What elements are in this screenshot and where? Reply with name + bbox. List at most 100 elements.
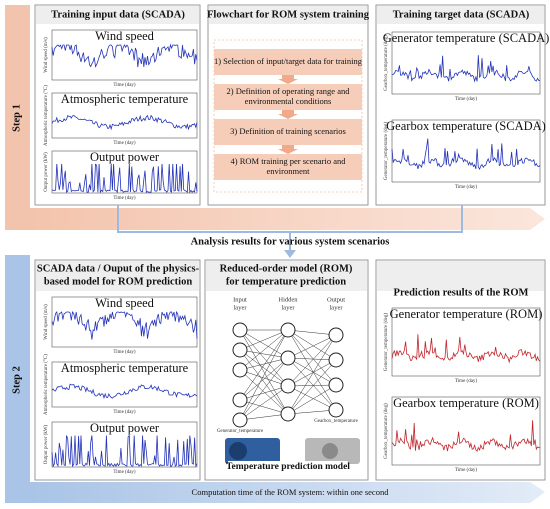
edge xyxy=(287,357,337,386)
neuron xyxy=(280,322,296,338)
chart-title-bg xyxy=(56,152,193,164)
plot-line xyxy=(51,43,198,68)
flow-arrow xyxy=(278,145,298,154)
computation-text: Computation time of the ROM system: with… xyxy=(192,487,390,497)
flow-zone xyxy=(213,39,363,193)
edge xyxy=(287,384,337,415)
machine-image xyxy=(322,443,338,459)
chart-title: Gearbox temperature (SCADA) xyxy=(386,119,546,133)
layer-label: layer xyxy=(282,304,296,311)
panel-header xyxy=(36,261,199,291)
panel-header xyxy=(206,261,367,291)
flow-arrow xyxy=(278,75,298,84)
arrow-head xyxy=(284,250,296,258)
edge xyxy=(239,357,289,421)
flow-step: 4) ROM training per scenario and xyxy=(231,156,347,166)
chart-title: Wind speed xyxy=(95,296,155,310)
edge xyxy=(239,329,289,387)
chart-title-bg xyxy=(56,423,193,435)
neuron xyxy=(280,406,296,422)
flow-box xyxy=(214,84,362,110)
step-label: Step 2 xyxy=(11,366,22,394)
plot-line xyxy=(391,334,541,364)
panel-title: Training input data (SCADA) xyxy=(51,9,185,20)
flow-step: 2) Definition of operating range and xyxy=(227,86,351,96)
flow-arrow xyxy=(278,110,298,119)
flow-step: 1) Selection of input/target data for tr… xyxy=(214,56,363,66)
neuron xyxy=(328,377,344,393)
panel-header xyxy=(209,6,367,24)
plot-line xyxy=(391,420,541,452)
neuron xyxy=(280,350,296,366)
chart-title: Output power xyxy=(90,421,160,435)
edge xyxy=(287,384,337,387)
edge xyxy=(239,329,289,401)
panel-header xyxy=(377,261,544,291)
edge xyxy=(239,357,289,401)
edge xyxy=(239,413,289,421)
flow-step: environmental conditions xyxy=(245,96,332,106)
edge xyxy=(239,349,289,415)
edge xyxy=(239,329,289,371)
step-band xyxy=(5,5,30,230)
edge xyxy=(239,357,289,371)
axis-label: Output power (kW) xyxy=(44,152,49,192)
edge xyxy=(287,334,337,387)
chart-title-bg xyxy=(396,309,536,321)
plot-line xyxy=(391,138,541,170)
axis-label: Time (day) xyxy=(455,97,478,102)
plot-line xyxy=(51,114,198,131)
edge xyxy=(239,329,289,415)
plot-line xyxy=(51,310,198,340)
panel-title: SCADA data / Ouput of the physics- xyxy=(37,263,200,274)
layer-label: Output xyxy=(327,296,345,303)
chart-title-bg xyxy=(56,298,193,310)
chart-title-bg xyxy=(396,33,536,45)
caption: Temperature prediction model xyxy=(226,462,350,472)
edge xyxy=(287,357,337,411)
chart-title-bg xyxy=(56,363,193,375)
chart-title-bg xyxy=(396,398,536,410)
flow-step: 3) Definition of training scenarios xyxy=(230,126,346,136)
edge xyxy=(287,357,337,361)
caption-bg xyxy=(228,461,348,473)
edge xyxy=(287,329,337,386)
edge xyxy=(287,329,337,361)
edge xyxy=(287,334,337,415)
edge xyxy=(287,329,337,336)
plot-line xyxy=(51,383,198,400)
axis-label: Atmospheric temperature (°C) xyxy=(44,85,49,146)
axis-label: Gearbox_temperature (deg) xyxy=(384,35,389,91)
layer-label: layer xyxy=(330,304,344,311)
panel-title: for temperature prediction xyxy=(226,276,346,287)
io-label: Gearbox_temperature xyxy=(314,419,358,424)
axis-label: Time (day) xyxy=(113,410,136,415)
flow-step: environment xyxy=(267,166,311,176)
axis-label: Time (day) xyxy=(113,83,136,88)
panel-title: Training target data (SCADA) xyxy=(393,9,530,20)
edge xyxy=(239,349,289,387)
flow-box xyxy=(214,119,362,145)
axis-label: Generator_temperature (deg) xyxy=(384,122,389,180)
plot-line xyxy=(51,434,198,468)
edge xyxy=(239,329,289,359)
step-arrow xyxy=(30,482,545,503)
edge xyxy=(239,385,289,401)
axis-label: Time (day) xyxy=(455,468,478,473)
axis-label: Time (day) xyxy=(113,196,136,201)
step-arrow xyxy=(30,208,545,230)
neuron xyxy=(232,322,248,338)
axis-label: Output power (kW) xyxy=(44,424,49,464)
neuron xyxy=(328,352,344,368)
machine-image xyxy=(229,442,247,460)
analysis-text: Analysis results for various system scen… xyxy=(191,236,390,247)
edge xyxy=(239,399,289,415)
chart-title-bg xyxy=(396,121,536,133)
plot-line xyxy=(391,55,541,83)
panel-title: Reduced-order model (ROM) xyxy=(220,263,353,274)
chart-title: Atmospheric temperature xyxy=(61,92,189,106)
axis-label: Generator_temperature (deg) xyxy=(384,313,389,371)
panel-title: Flowchart for ROM system training xyxy=(207,9,370,20)
step-label: Step 1 xyxy=(11,104,22,132)
edge xyxy=(239,369,289,387)
